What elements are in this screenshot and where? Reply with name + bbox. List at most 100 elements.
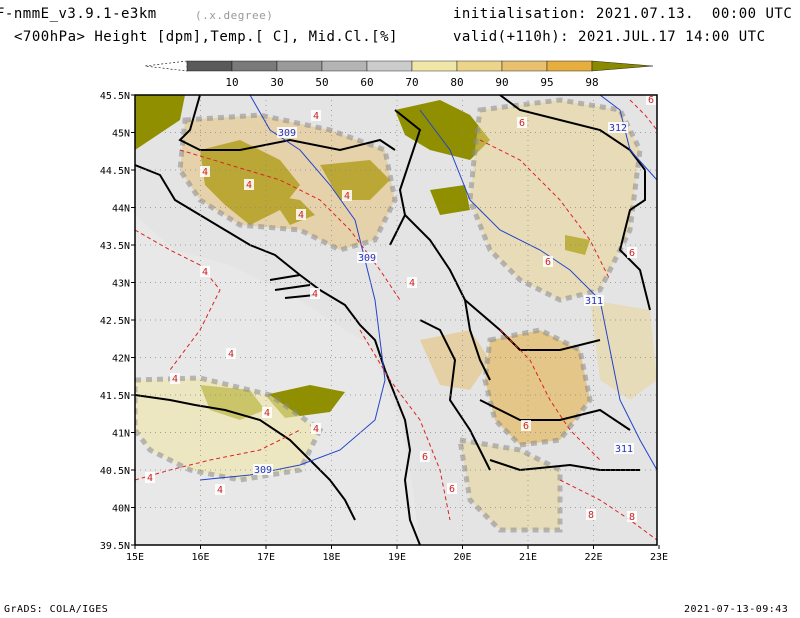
lon-tick-label: 20E	[453, 552, 471, 563]
temperature-contour-label: 4	[344, 191, 350, 202]
height-label-bg	[277, 127, 297, 138]
colorbar-label: 70	[405, 76, 418, 89]
temp-label-bg	[200, 166, 210, 177]
height-contour-label: 311	[615, 444, 633, 455]
lat-tick-label: 45.5N	[100, 91, 130, 102]
temperature-contour-label: 6	[449, 484, 455, 495]
temp-label-bg	[244, 179, 254, 190]
lat-tick-label: 43N	[112, 279, 130, 290]
colorbar-swatch	[546, 60, 593, 72]
footer-credit: GrADS: COLA/IGES	[4, 604, 109, 615]
temp-label-bg	[215, 484, 225, 495]
model-title: F-nmmE_v3.9.1-e3km	[0, 6, 157, 22]
lon-tick-label: 17E	[257, 552, 275, 563]
temp-label-bg	[447, 483, 457, 494]
temp-label-bg	[420, 451, 430, 462]
lon-tick-label: 15E	[126, 552, 144, 563]
colorbar-label: 98	[585, 76, 598, 89]
colorbar-label: 95	[540, 76, 553, 89]
height-label-bg	[584, 295, 604, 306]
lat-tick-label: 42.5N	[100, 316, 130, 327]
temperature-contour-label: 4	[312, 289, 318, 300]
lat-tick-label: 44N	[112, 204, 130, 215]
height-label-bg	[357, 252, 377, 263]
height-contour-label: 309	[358, 253, 376, 264]
colorbar: 10 30 50 60 70 80 90 95 98	[144, 60, 654, 89]
colorbar-swatch	[456, 60, 503, 72]
temp-label-bg	[586, 509, 596, 520]
colorbar-swatch	[321, 60, 368, 72]
temperature-contours	[135, 99, 657, 541]
temp-label-bg	[646, 95, 656, 105]
temperature-contour-label: 4	[246, 180, 252, 191]
temp-label-bg	[170, 373, 180, 384]
colorbar-label: 30	[270, 76, 283, 89]
init-time: initialisation: 2021.07.13. 00:00 UTC	[453, 6, 793, 22]
temperature-contour-label: 4	[313, 111, 319, 122]
temperature-contour-label: 4	[264, 408, 270, 419]
lon-tick-label: 22E	[584, 552, 602, 563]
temp-label-bg	[407, 277, 417, 288]
colorbar-label: 10	[225, 76, 238, 89]
temp-label-bg	[543, 256, 553, 267]
temperature-contour-label: 6	[648, 95, 654, 106]
temperature-contour-label: 4	[409, 278, 415, 289]
colorbar-right-arrow	[591, 60, 654, 72]
temperature-contour-label: 8	[588, 510, 594, 521]
lat-lon-grid	[135, 95, 657, 545]
lat-tick-label: 40.5N	[100, 466, 130, 477]
colorbar-swatch	[366, 60, 413, 72]
temp-label-bg	[262, 407, 272, 418]
height-label-bg	[614, 443, 634, 454]
height-contour-label: 309	[254, 465, 272, 476]
temperature-contour-label: 6	[523, 421, 529, 432]
lat-tick-label: 42N	[112, 354, 130, 365]
temp-label-bg	[226, 348, 236, 359]
colorbar-label: 60	[360, 76, 373, 89]
latitude-axis: 45.5N 45N 44.5N 44N 43.5N 43N 42.5N 42N 41.5N 41N…	[100, 91, 135, 552]
temp-label-bg	[311, 423, 321, 434]
height-contour-label: 312	[609, 123, 627, 134]
lat-tick-label: 40N	[112, 504, 130, 515]
height-label-bg	[253, 464, 273, 475]
lat-tick-label: 43.5N	[100, 241, 130, 252]
temperature-contour-label: 4	[228, 349, 234, 360]
lat-tick-label: 45N	[112, 129, 130, 140]
temp-label-bg	[311, 110, 321, 121]
colorbar-label: 80	[450, 76, 463, 89]
colorbar-label: 90	[495, 76, 508, 89]
temperature-contour-label: 6	[629, 248, 635, 259]
temp-label-bg	[521, 420, 531, 431]
temp-label-bg	[310, 288, 320, 299]
temp-label-bg	[145, 472, 155, 483]
lat-tick-label: 39.5N	[100, 541, 130, 552]
temperature-contour-label: 8	[629, 512, 635, 523]
temp-label-bg	[627, 247, 637, 258]
temperature-contour-label: 4	[202, 267, 208, 278]
colorbar-left-arrow	[144, 60, 188, 72]
contour-labels: 309 312 309 311 311 309 4 4 4 4 4 4 4 4 4 4 4 4 4 4 6 6 6 6 6 6 6 8…	[145, 95, 656, 523]
temp-label-bg	[296, 209, 306, 220]
footer-timestamp: 2021-07-13-09:43	[684, 604, 789, 615]
lat-tick-label: 41N	[112, 429, 130, 440]
colorbar-swatch	[501, 60, 548, 72]
longitude-axis: 15E 16E 17E 18E 19E 20E 21E 22E 23E	[126, 545, 668, 563]
temp-label-bg	[517, 117, 527, 128]
lon-tick-label: 23E	[650, 552, 668, 563]
lat-tick-label: 41.5N	[100, 391, 130, 402]
temperature-contour-label: 4	[217, 485, 223, 496]
colorbar-label: 50	[315, 76, 328, 89]
lon-tick-label: 21E	[519, 552, 537, 563]
colorbar-swatch	[276, 60, 323, 72]
temperature-contour-label: 6	[422, 452, 428, 463]
temperature-contour-label: 4	[202, 167, 208, 178]
height-contour-label: 309	[278, 128, 296, 139]
lon-tick-label: 19E	[388, 552, 406, 563]
valid-time: valid(+110h): 2021.JUL.17 14:00 UTC	[453, 29, 766, 45]
temp-label-bg	[342, 190, 352, 201]
map-content: 309 312 309 311 311 309 4 4 4 4 4 4 4 4 4 4 4 4 4 4 6 6 6 6 6 6 6 8…	[135, 95, 657, 545]
colorbar-swatch	[186, 60, 233, 72]
lon-tick-label: 16E	[191, 552, 209, 563]
temperature-contour-label: 4	[172, 374, 178, 385]
